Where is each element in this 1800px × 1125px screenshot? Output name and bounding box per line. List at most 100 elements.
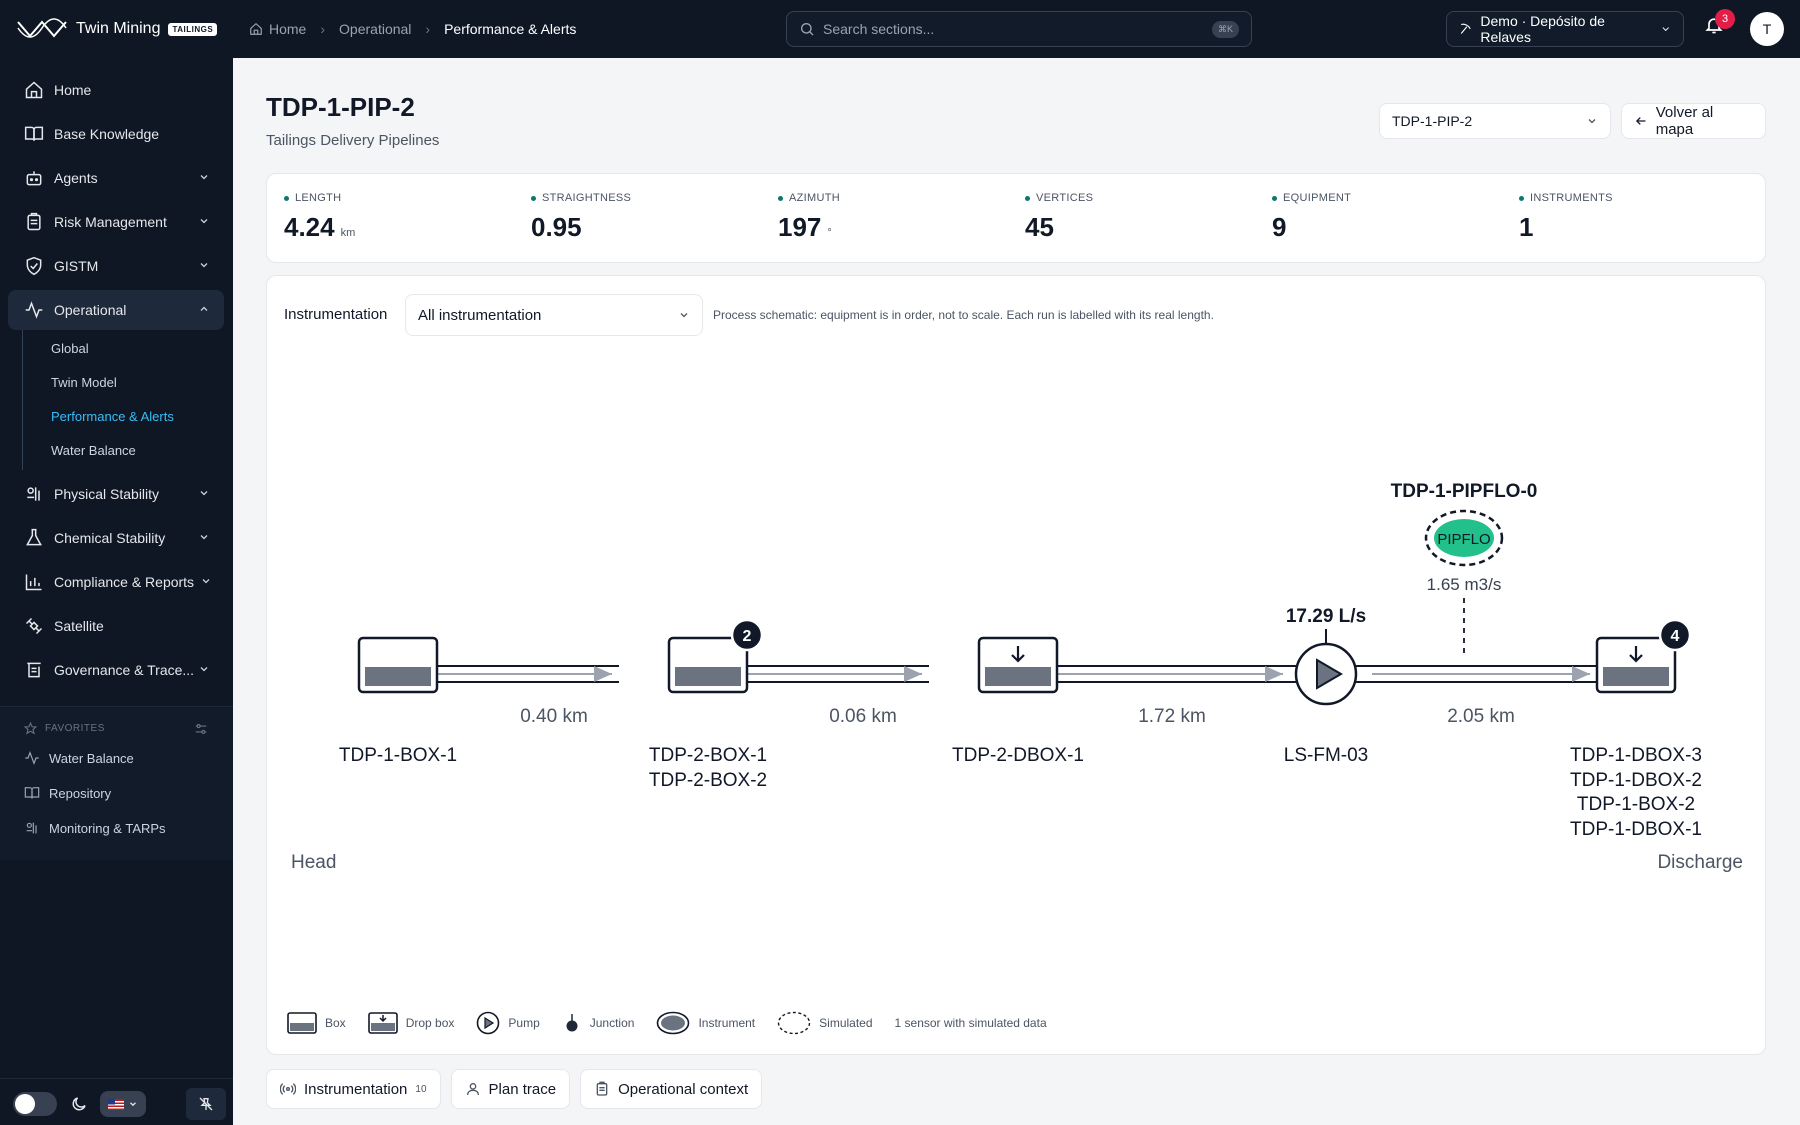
avatar[interactable]: T: [1750, 12, 1784, 46]
pickaxe-icon: [1460, 23, 1471, 34]
tab-plan-trace[interactable]: Plan trace: [450, 1069, 571, 1109]
legend-box: Box: [287, 1012, 346, 1034]
sidebar-item-chemical-stability[interactable]: Chemical Stability: [8, 518, 224, 558]
home-icon: [25, 81, 43, 99]
legend-pump: Pump: [476, 1011, 540, 1035]
brand-tag: TAILINGS: [168, 22, 218, 36]
stat-length: LENGTH 4.24 km: [284, 192, 356, 242]
instrument-name: TDP-1-PIPFLO-0: [1391, 481, 1538, 502]
sidebar-footer: [0, 1078, 233, 1125]
sidebar-item-satellite[interactable]: Satellite: [8, 606, 224, 646]
equipment-drop-box[interactable]: [1595, 636, 1677, 694]
junction-icon: [566, 1014, 578, 1032]
subnav-water-balance[interactable]: Water Balance: [51, 443, 136, 458]
search-shortcut: ⌘K: [1211, 20, 1239, 38]
language-select[interactable]: [100, 1091, 146, 1117]
sidebar-item-home[interactable]: Home: [8, 70, 224, 110]
svg-text:PIPFLO: PIPFLO: [1437, 531, 1490, 548]
person-pin-icon: [466, 1083, 479, 1096]
simulated-note: 1 sensor with simulated data: [894, 1016, 1047, 1030]
instrument-icon: [657, 1011, 690, 1035]
stat-instruments: INSTRUMENTS 1: [1519, 192, 1613, 242]
equipment-box[interactable]: [357, 636, 439, 694]
sidebar-item-risk-management[interactable]: Risk Management: [8, 202, 224, 242]
chevron-down-icon: [1588, 119, 1596, 124]
sliders-icon[interactable]: [194, 722, 208, 736]
chevron-down-icon: [680, 313, 688, 318]
bar-chart-icon: [25, 574, 42, 591]
tab-instrumentation[interactable]: Instrumentation 10: [266, 1069, 441, 1109]
workspace-select[interactable]: Demo · Depósito de Relaves: [1446, 11, 1684, 47]
page-subtitle: Tailings Delivery Pipelines: [266, 132, 440, 149]
chevron-down-icon: [200, 491, 208, 496]
equipment-drop-box[interactable]: [977, 636, 1059, 694]
stat-azimuth: AZIMUTH 197 °: [778, 192, 840, 242]
favorite-water-balance[interactable]: Water Balance: [24, 750, 134, 766]
subnav-global[interactable]: Global: [51, 341, 89, 356]
head-label: Head: [291, 852, 336, 873]
equipment-pump[interactable]: [1294, 629, 1358, 706]
chevron-up-icon: [200, 306, 208, 311]
shield-check-icon: [26, 256, 42, 276]
book-icon: [24, 787, 40, 799]
sidebar-item-base-knowledge[interactable]: Base Knowledge: [8, 114, 224, 154]
sidebar-item-operational[interactable]: Operational: [8, 290, 224, 330]
breadcrumb: Home › Operational › Performance & Alert…: [249, 21, 576, 37]
pump-icon: [477, 1011, 500, 1035]
physical-stability-icon: [26, 822, 37, 834]
breadcrumb-current: Performance & Alerts: [444, 21, 577, 37]
stat-straightness: STRAIGHTNESS 0.95: [531, 192, 632, 242]
pipeline-select[interactable]: TDP-1-PIP-2: [1379, 103, 1611, 139]
sidebar-item-compliance-reports[interactable]: Compliance & Reports: [8, 562, 224, 602]
search-input[interactable]: Search sections... ⌘K: [786, 11, 1252, 47]
sidebar: Home Base Knowledge Agents Risk Manageme…: [0, 58, 233, 1125]
favorites-panel: [0, 708, 233, 860]
legend-junction: Junction: [562, 1012, 634, 1034]
chevron-down-icon: [202, 579, 210, 584]
svg-text:2: 2: [743, 628, 752, 645]
flask-icon: [26, 528, 42, 546]
sidebar-item-agents[interactable]: Agents: [8, 158, 224, 198]
instrument-reading: 1.65 m3/s: [1427, 575, 1502, 594]
arrow-left-icon: [1635, 117, 1646, 125]
breadcrumb-operational[interactable]: Operational: [339, 21, 412, 37]
collapse-sidebar-button[interactable]: [186, 1088, 226, 1120]
instrumentation-filter-select[interactable]: All instrumentation: [405, 294, 703, 336]
twin-mining-logo-icon: [17, 18, 67, 38]
us-flag-icon: [108, 1098, 124, 1110]
equipment-label: TDP-2-DBOX-1: [952, 745, 1084, 766]
chevron-down-icon: [200, 219, 208, 224]
back-to-map-button[interactable]: Volver al mapa: [1621, 103, 1766, 139]
stats-card: LENGTH 4.24 km STRAIGHTNESS 0.95 AZIMUTH …: [266, 173, 1766, 263]
theme-toggle[interactable]: [12, 1091, 58, 1117]
chevron-down-icon: [1662, 27, 1669, 32]
subnav-performance-alerts[interactable]: Performance & Alerts: [51, 409, 174, 424]
drop-box-icon: [367, 1012, 398, 1034]
instrument-pipflo[interactable]: PIPFLO: [1424, 509, 1504, 567]
equipment-box[interactable]: [667, 636, 749, 694]
pump-flow-reading: 17.29 L/s: [1286, 606, 1366, 627]
subnav-twin-model[interactable]: Twin Model: [51, 375, 117, 390]
sidebar-item-gistm[interactable]: GISTM: [8, 246, 224, 286]
clipboard-icon: [27, 212, 41, 231]
instrumentation-filter-label: Instrumentation: [284, 306, 388, 323]
tab-operational-context[interactable]: Operational context: [580, 1069, 763, 1109]
discharge-label: Discharge: [1657, 852, 1743, 873]
breadcrumb-home[interactable]: Home: [249, 21, 306, 37]
pipe-run: [1356, 665, 1597, 683]
favorite-repository[interactable]: Repository: [24, 785, 111, 801]
home-icon: [250, 22, 262, 35]
box-icon: [287, 1012, 317, 1034]
sidebar-item-physical-stability[interactable]: Physical Stability: [8, 474, 224, 514]
chevron-down-icon: [200, 535, 208, 540]
equipment-label: TDP-1-BOX-1: [339, 745, 457, 766]
favorite-monitoring-tarps[interactable]: Monitoring & TARPs: [24, 820, 166, 836]
notifications-button[interactable]: 3: [1704, 9, 1735, 39]
moon-icon: [72, 1097, 86, 1111]
operational-subnav-line: [22, 330, 23, 470]
schematic-hint: Process schematic: equipment is in order…: [713, 308, 1214, 322]
equipment-label: TDP-1-DBOX-2: [1570, 770, 1702, 791]
sidebar-item-governance[interactable]: Governance & Trace...: [8, 650, 224, 690]
brand[interactable]: Twin Mining TAILINGS: [0, 18, 233, 40]
radio-signal-icon: [280, 1083, 296, 1095]
